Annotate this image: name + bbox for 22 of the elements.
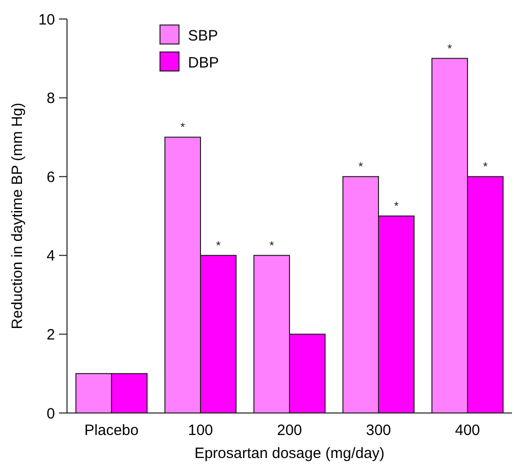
annotation: * bbox=[394, 199, 399, 213]
y-tick-label: 0 bbox=[46, 405, 55, 422]
annotation: * bbox=[180, 120, 186, 134]
y-tick-label: 10 bbox=[38, 11, 55, 28]
x-tick-label: Placebo bbox=[84, 422, 139, 439]
annotation: * bbox=[358, 160, 364, 174]
x-axis-title: Eprosartan dosage (mg/day) bbox=[194, 445, 385, 462]
annotation: * bbox=[447, 41, 452, 56]
annotation: * bbox=[269, 238, 274, 252]
x-tick-label: 400 bbox=[454, 422, 480, 439]
legend-label: SBP bbox=[188, 27, 218, 44]
y-tick-label: 4 bbox=[46, 248, 55, 265]
y-tick-label: 6 bbox=[46, 168, 55, 186]
y-tick-label: 2 bbox=[46, 326, 55, 344]
x-tick-label: 200 bbox=[276, 422, 302, 439]
y-axis-title: Reduction in daytime BP (mm Hg) bbox=[9, 102, 26, 330]
annotation: * bbox=[216, 238, 221, 252]
x-tick-label: 100 bbox=[188, 422, 214, 439]
x-tick-label: 300 bbox=[366, 422, 392, 439]
legend-label: DBP bbox=[188, 54, 219, 72]
annotation: * bbox=[482, 160, 488, 174]
y-tick-label: 8 bbox=[46, 90, 55, 108]
